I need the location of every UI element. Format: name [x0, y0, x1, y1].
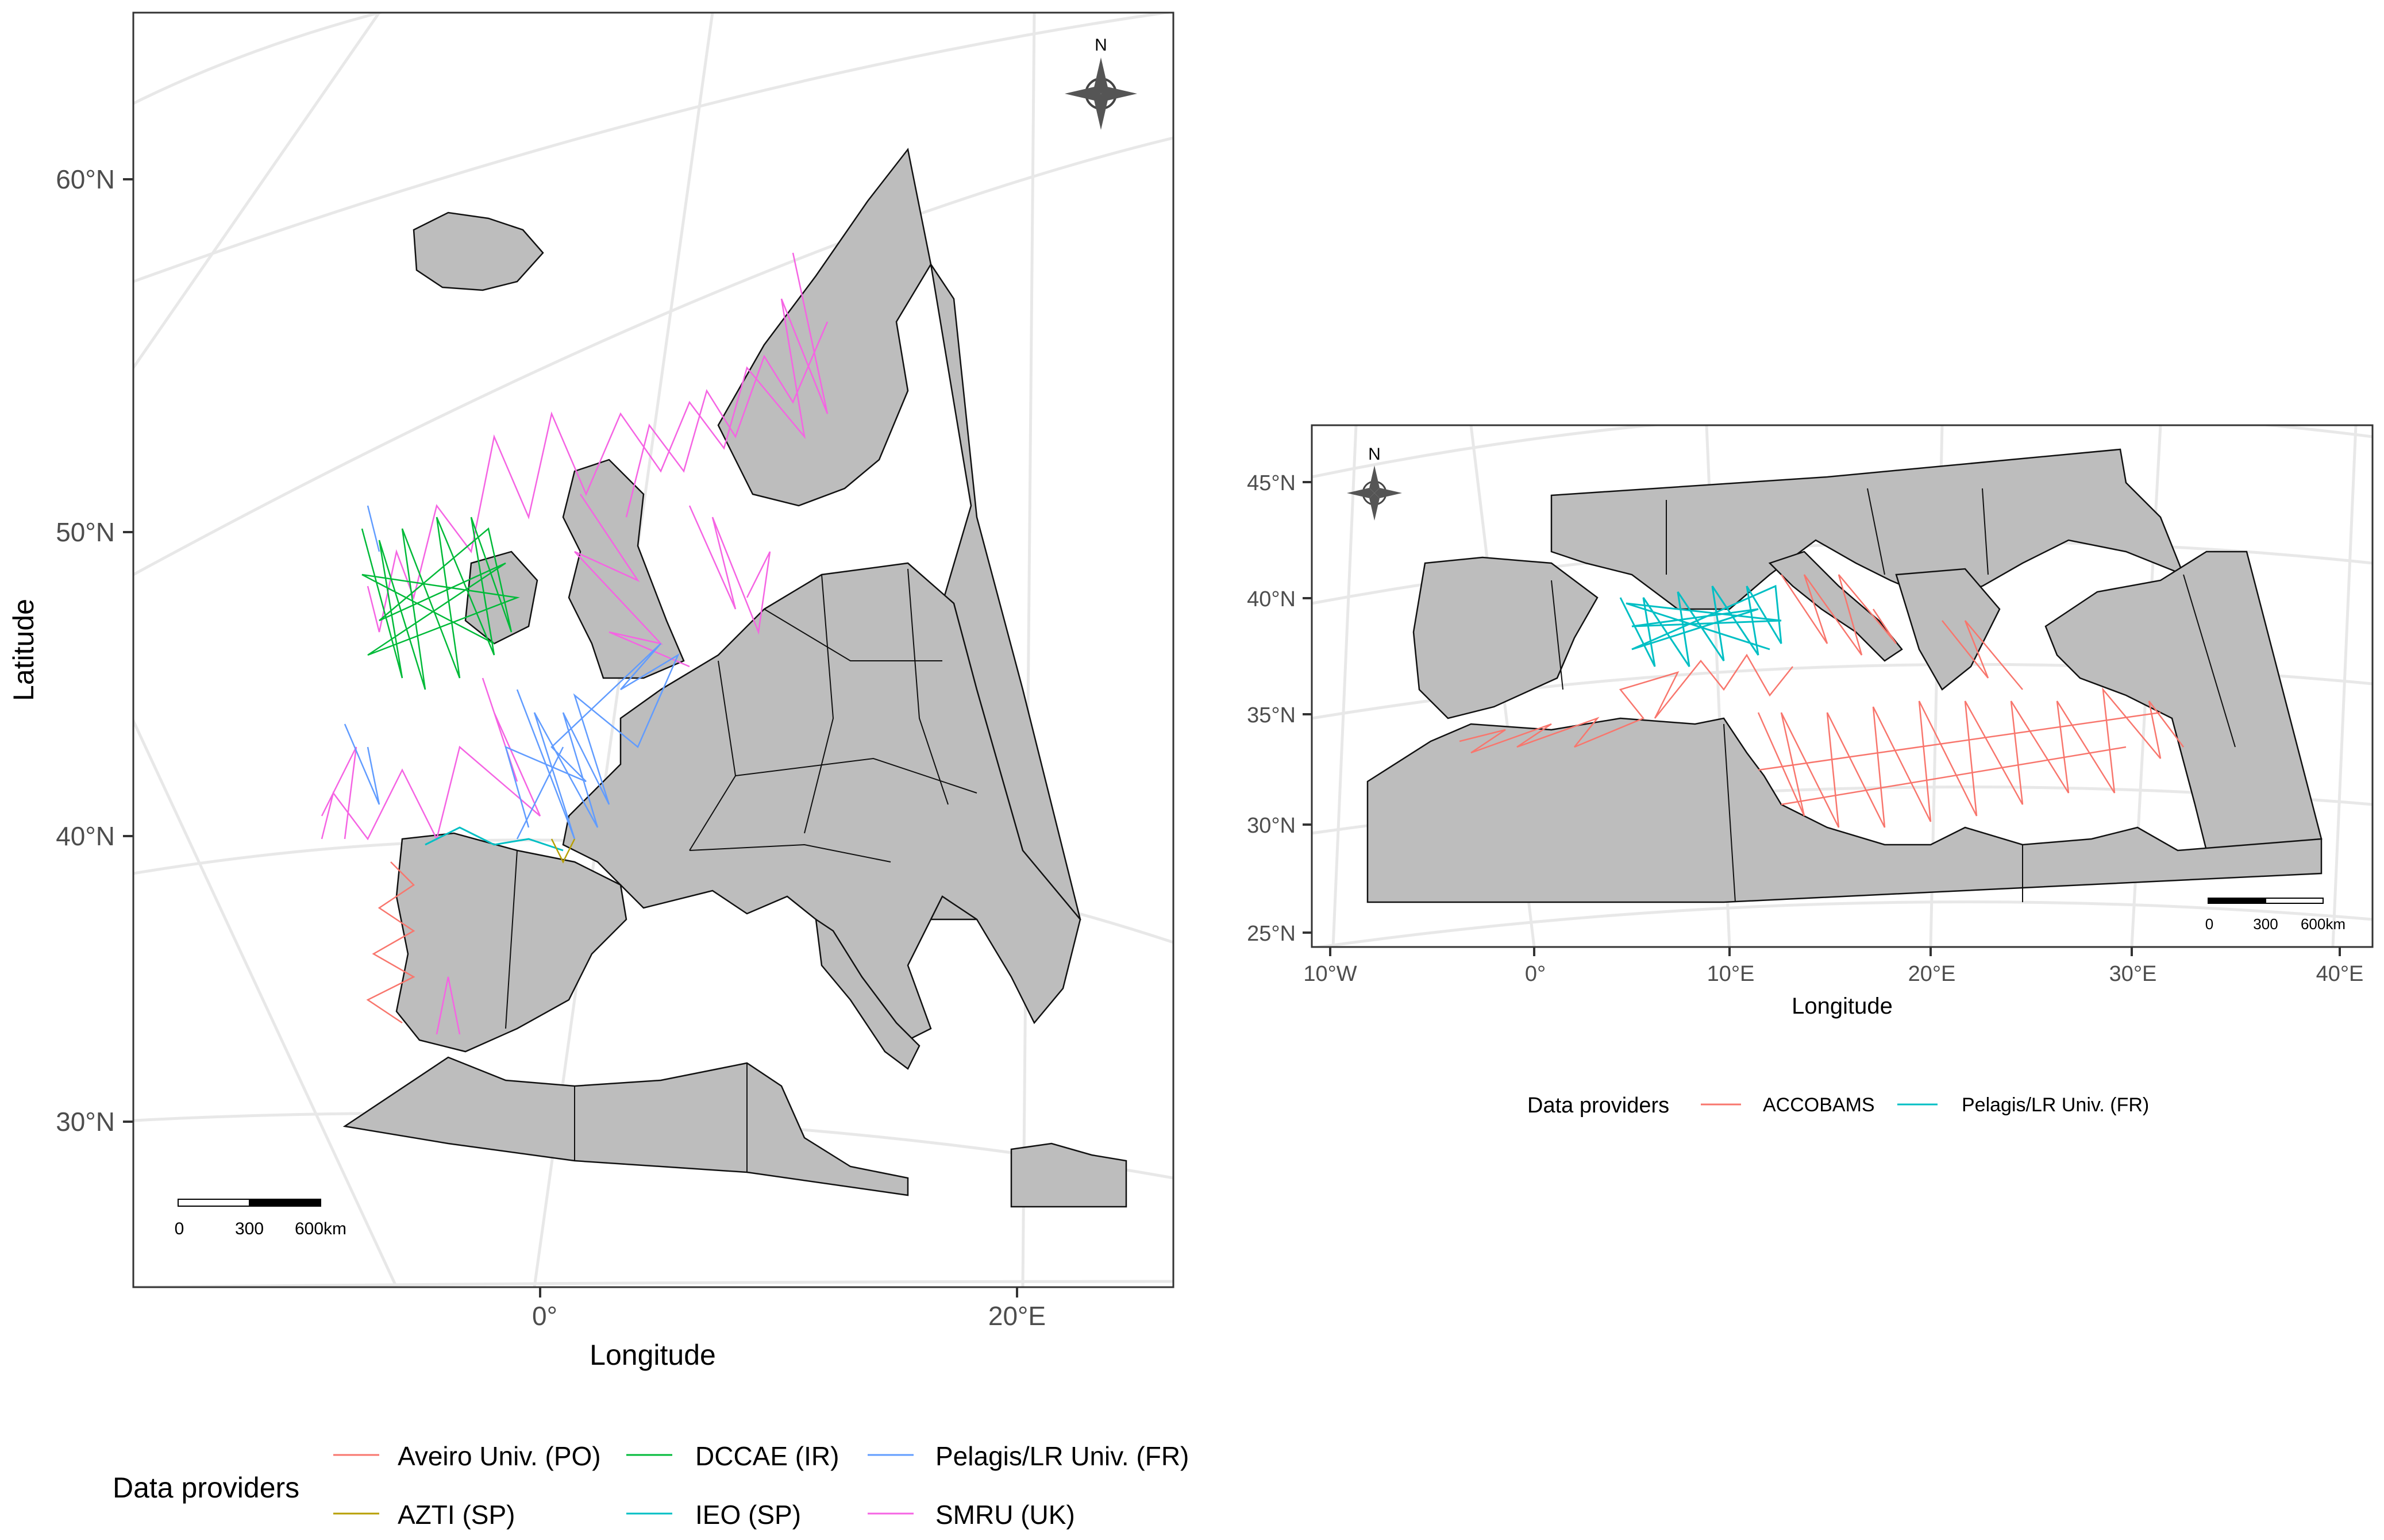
right-x-tick-10w: 10°W [1303, 962, 1357, 986]
legend-label-accobams: ACCOBAMS [1763, 1094, 1875, 1116]
left-north-label: N [1095, 36, 1107, 55]
right-map-panel: 45°N 40°N 35°N 30°N 25°N 10°W 0° 10°E 20… [1247, 424, 2374, 1019]
right-borders [1551, 488, 2236, 903]
smru-tracks [321, 252, 829, 1035]
left-scale-0: 0 [175, 1219, 184, 1238]
accobams-tracks [1459, 574, 2184, 828]
pelagis-med-tracks [1619, 584, 1782, 667]
left-scale-300: 300 [235, 1219, 264, 1238]
pelagis-tracks [344, 505, 680, 840]
right-y-tick-30: 30°N [1247, 814, 1296, 838]
right-map-frame [1311, 424, 2374, 948]
right-scale-600km: 600km [2301, 915, 2346, 933]
right-y-tick-35: 35°N [1247, 703, 1296, 727]
left-y-axis-title: Latitude [7, 599, 40, 701]
right-land [1366, 448, 2323, 903]
africa-east [1010, 1142, 1127, 1208]
left-x-ticks [539, 1287, 1018, 1298]
right-x-tick-0: 0° [1525, 962, 1546, 986]
legend-label-dccae: DCCAE (IR) [695, 1441, 839, 1471]
right-scale-0: 0 [2205, 915, 2213, 933]
left-scale-600km: 600km [295, 1219, 346, 1238]
right-x-tick-10e: 10°E [1707, 962, 1755, 986]
left-y-tick-50: 50°N [56, 517, 115, 547]
legend-label-aveiro: Aveiro Univ. (PO) [398, 1441, 601, 1471]
right-scale-bar: 0 300 600km [2205, 898, 2346, 933]
left-north-arrow: N [1065, 36, 1137, 130]
ieo-tracks [425, 826, 564, 852]
left-map-panel: 60°N 50°N 40°N 30°N 0° 20°E Longitude La… [7, 11, 1174, 1371]
right-y-tick-25: 25°N [1247, 922, 1296, 946]
left-y-tick-30: 30°N [56, 1107, 115, 1137]
right-y-tick-45: 45°N [1247, 471, 1296, 495]
aveiro-tracks [366, 861, 415, 1024]
right-legend-title: Data providers [1527, 1094, 1669, 1118]
legend-label-azti: AZTI (SP) [398, 1500, 515, 1530]
left-legend: Data providers Aveiro Univ. (PO) AZTI (S… [113, 1441, 1189, 1530]
left-land [342, 148, 1127, 1208]
left-x-tick-20e: 20°E [988, 1301, 1046, 1331]
left-y-ticks [123, 178, 133, 1123]
left-y-tick-40: 40°N [56, 821, 115, 851]
north-africa [342, 1056, 909, 1196]
right-x-ticks [1329, 947, 2341, 956]
left-map-frame [132, 11, 1174, 1288]
continental-europe [562, 562, 1081, 1047]
right-north-arrow: N [1347, 445, 1402, 521]
right-y-tick-40: 40°N [1247, 587, 1296, 611]
right-x-axis-title: Longitude [1792, 994, 1893, 1019]
left-x-tick-0: 0° [532, 1301, 557, 1331]
left-survey-tracks [321, 252, 829, 1035]
dccae-tracks [361, 517, 520, 690]
right-survey-tracks [1459, 574, 2184, 828]
azti-tracks [550, 838, 576, 864]
iberia-right [1412, 556, 1599, 719]
iceland [413, 211, 544, 291]
ireland [464, 550, 538, 645]
left-y-tick-60: 60°N [56, 164, 115, 194]
right-north-label: N [1368, 445, 1381, 464]
legend-label-ieo: IEO (SP) [695, 1500, 801, 1530]
borders [505, 568, 977, 1172]
left-legend-title: Data providers [113, 1472, 299, 1504]
left-scale-bar: 0 300 600km [175, 1199, 346, 1238]
left-x-axis-title: Longitude [590, 1339, 716, 1371]
right-x-tick-40e: 40°E [2316, 962, 2364, 986]
right-legend: Data providers ACCOBAMS Pelagis/LR Univ.… [1527, 1094, 2149, 1118]
right-x-tick-20e: 20°E [1908, 962, 1956, 986]
legend-label-pelagis-med: Pelagis/LR Univ. (FR) [1962, 1094, 2149, 1116]
right-scale-300: 300 [2253, 915, 2278, 933]
north-africa-right [1366, 717, 2323, 903]
legend-label-smru: SMRU (UK) [935, 1500, 1075, 1530]
italy [815, 918, 921, 1070]
legend-label-pelagis: Pelagis/LR Univ. (FR) [935, 1441, 1189, 1471]
right-x-tick-30e: 30°E [2109, 962, 2157, 986]
right-y-ticks [1303, 481, 1312, 934]
italy-balkans [1768, 550, 2001, 691]
